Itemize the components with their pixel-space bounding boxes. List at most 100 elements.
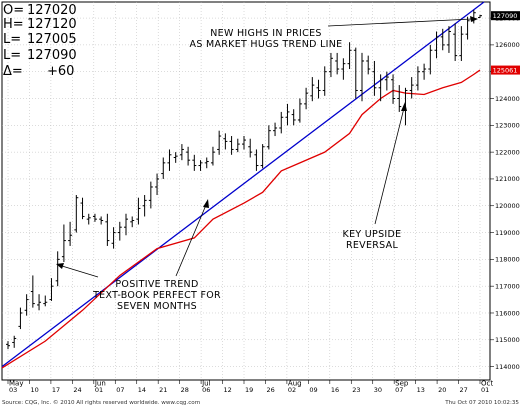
x-tick-label: 03 xyxy=(9,386,17,394)
price-bar xyxy=(415,66,420,91)
x-tick-label: 30 xyxy=(374,386,382,394)
price-bar xyxy=(328,52,333,78)
price-bar xyxy=(12,335,17,348)
annotation-positive-trend-arrowhead-right xyxy=(203,199,209,208)
annotation-new-highs: NEW HIGHS IN PRICES AS MARKET HUGS TREND… xyxy=(190,16,478,50)
annotation-key-reversal-line1: KEY UPSIDE xyxy=(343,229,402,240)
price-bar xyxy=(235,138,240,153)
close-price-tag-label: 127090 xyxy=(493,12,518,20)
month-label: Aug xyxy=(288,380,302,388)
annotation-key-reversal-arrow xyxy=(374,107,405,225)
moving-average-path xyxy=(1,69,481,369)
x-tick-label: 14 xyxy=(138,386,146,394)
y-tick-label: 115000 xyxy=(495,336,520,344)
y-tick-label: 116000 xyxy=(495,309,520,317)
price-bar xyxy=(124,213,128,236)
annotation-positive-trend-arrow-left xyxy=(61,265,99,278)
y-tick-label: 118000 xyxy=(495,256,520,264)
price-bar xyxy=(223,133,228,150)
price-bar xyxy=(428,44,433,75)
price-bar xyxy=(266,125,271,150)
close-value: 127090 xyxy=(27,48,77,63)
annotation-positive-trend-line3: SEVEN MONTHS xyxy=(117,301,197,312)
price-bar xyxy=(192,154,197,171)
x-tick-label: 07 xyxy=(395,386,403,394)
annotation-new-highs-line2: AS MARKET HUGS TREND LINE xyxy=(190,39,343,50)
open-label: O= xyxy=(3,3,24,18)
annotation-positive-trend-arrow-right xyxy=(175,204,207,277)
x-tick-label: 01 xyxy=(481,386,489,394)
price-bar xyxy=(99,216,104,225)
x-tick-label: 12 xyxy=(224,386,232,394)
price-bar xyxy=(279,111,284,134)
month-label: Oct xyxy=(481,380,493,388)
price-bar xyxy=(478,14,482,19)
grid xyxy=(2,2,490,380)
price-bar xyxy=(260,144,265,169)
trend-line xyxy=(1,1,485,368)
x-tick-label: 27 xyxy=(460,386,468,394)
price-bar xyxy=(217,130,222,155)
low-label: L= xyxy=(3,32,21,47)
price-bar xyxy=(136,197,141,225)
price-bar xyxy=(186,146,191,166)
price-bar xyxy=(285,103,290,126)
price-bar xyxy=(155,173,160,196)
delta-value: +60 xyxy=(47,64,74,79)
trend-line-segment xyxy=(1,1,485,368)
price-bar xyxy=(111,227,116,249)
price-bar xyxy=(335,52,340,75)
x-tick-label: 13 xyxy=(417,386,425,394)
price-bar xyxy=(55,251,60,287)
price-bar xyxy=(384,71,389,91)
source-credit: Source: CQG, Inc. © 2010 All rights rese… xyxy=(2,399,200,406)
price-bar xyxy=(273,122,278,137)
price-bar xyxy=(173,152,178,163)
price-bar xyxy=(322,66,327,96)
price-bar xyxy=(61,224,66,263)
y-tick-label: 114000 xyxy=(495,363,520,371)
annotation-positive-trend-line2: TEXT-BOOK PERFECT FOR xyxy=(92,290,221,301)
price-bar xyxy=(142,195,147,217)
x-tick-label: 10 xyxy=(30,386,38,394)
price-bar xyxy=(242,136,246,150)
open-value: 127020 xyxy=(27,3,77,18)
x-tick-label: 20 xyxy=(438,386,446,394)
y-tick-label: 121000 xyxy=(495,175,520,183)
price-bar xyxy=(148,181,153,209)
price-bar xyxy=(49,278,54,301)
price-bar xyxy=(24,294,29,316)
delta-label: Δ= xyxy=(3,64,23,79)
price-bar xyxy=(86,213,91,225)
price-bar xyxy=(179,144,184,161)
price-bar xyxy=(297,98,302,123)
annotation-key-reversal-line2: REVERSAL xyxy=(346,240,399,251)
close-price-tag: 127090 xyxy=(491,11,520,21)
price-bar xyxy=(310,77,315,102)
month-label: Jun xyxy=(94,380,106,388)
y-tick-label: 122000 xyxy=(495,148,520,156)
price-bar xyxy=(291,109,296,126)
annotation-positive-trend-arrowhead-left xyxy=(56,263,64,269)
x-axis: 03 10 17 24 01 07 14 21 28 06 12 19 26 02 09 16 23 30 07 13… xyxy=(7,380,493,394)
price-bar xyxy=(397,85,402,112)
annotation-key-reversal-arrowhead xyxy=(401,102,407,111)
price-bar xyxy=(167,149,172,171)
price-bar xyxy=(353,47,358,99)
price-bar xyxy=(446,26,451,53)
y-tick-label: 119000 xyxy=(495,229,520,237)
price-bar xyxy=(434,31,439,59)
x-tick-label: 01 xyxy=(95,386,103,394)
low-value: 127005 xyxy=(27,32,77,47)
price-bar xyxy=(372,60,377,96)
x-tick-label: 21 xyxy=(159,386,167,394)
x-tick-label: 07 xyxy=(116,386,124,394)
price-bar xyxy=(341,58,346,80)
price-bar xyxy=(316,79,321,99)
price-bar xyxy=(68,221,73,246)
annotation-positive-trend-line1: POSITIVE TREND xyxy=(115,279,198,290)
y-tick-label: 123000 xyxy=(495,122,520,130)
price-bar xyxy=(198,160,203,171)
price-bar xyxy=(18,307,23,330)
